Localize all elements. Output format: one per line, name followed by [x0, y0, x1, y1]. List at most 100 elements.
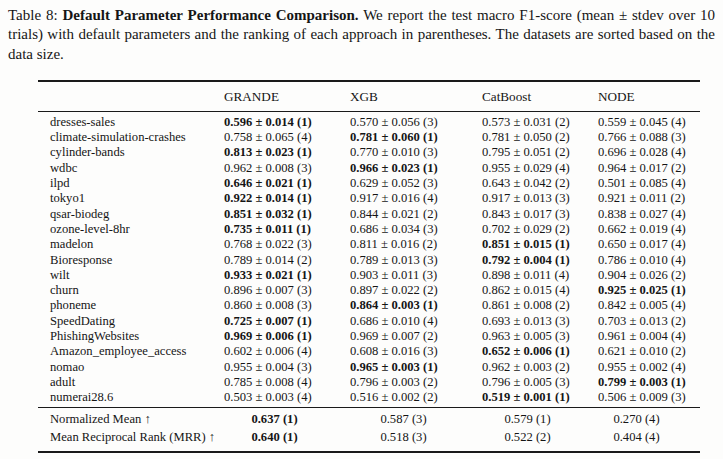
- cell-grande: 0.596 ± 0.014 (1): [224, 111, 350, 129]
- table-row: adult 0.785 ± 0.008 (4) 0.796 ± 0.003 (2…: [38, 374, 700, 389]
- cell-xgb: 0.917 ± 0.016 (4): [350, 191, 482, 206]
- cell-catboost: 0.792 ± 0.004 (1): [482, 252, 598, 267]
- table-row: madelon 0.768 ± 0.022 (3) 0.811 ± 0.016 …: [38, 237, 700, 252]
- table-body: dresses-sales 0.596 ± 0.014 (1) 0.570 ± …: [38, 111, 700, 408]
- dataset-name: nomao: [38, 359, 224, 374]
- cell-grande: 0.896 ± 0.007 (3): [224, 283, 350, 298]
- table-row: cylinder-bands 0.813 ± 0.023 (1) 0.770 ±…: [38, 145, 700, 160]
- cell-node: 0.904 ± 0.026 (2): [598, 267, 700, 282]
- cell-xgb: 0.897 ± 0.022 (2): [350, 283, 482, 298]
- cell-grande: 0.962 ± 0.008 (3): [224, 160, 350, 175]
- cell-node: 0.559 ± 0.045 (4): [598, 111, 700, 129]
- cell-catboost: 0.693 ± 0.013 (3): [482, 313, 598, 328]
- cell-node: 0.961 ± 0.004 (4): [598, 329, 700, 344]
- cell-node: 0.621 ± 0.010 (2): [598, 344, 700, 359]
- cell-catboost: 0.843 ± 0.017 (3): [482, 206, 598, 221]
- cell-grande: 0.640 (1): [224, 429, 350, 452]
- table-row: nomao 0.955 ± 0.004 (3) 0.965 ± 0.003 (1…: [38, 359, 700, 374]
- table-row: tokyo1 0.922 ± 0.014 (1) 0.917 ± 0.016 (…: [38, 191, 700, 206]
- table-caption: Table 8: Default Parameter Performance C…: [8, 6, 715, 64]
- table-row: PhishingWebsites 0.969 ± 0.006 (1) 0.969…: [38, 329, 700, 344]
- cell-grande: 0.735 ± 0.011 (1): [224, 221, 350, 236]
- cell-node: 0.964 ± 0.017 (2): [598, 160, 700, 175]
- cell-catboost: 0.917 ± 0.013 (3): [482, 191, 598, 206]
- cell-grande: 0.789 ± 0.014 (2): [224, 252, 350, 267]
- cell-catboost: 0.573 ± 0.031 (2): [482, 111, 598, 129]
- dataset-name: qsar-biodeg: [38, 206, 224, 221]
- dataset-name: PhishingWebsites: [38, 329, 224, 344]
- table-row: wilt 0.933 ± 0.021 (1) 0.903 ± 0.011 (3)…: [38, 267, 700, 282]
- table-row: dresses-sales 0.596 ± 0.014 (1) 0.570 ± …: [38, 111, 700, 129]
- dataset-name: Bioresponse: [38, 252, 224, 267]
- results-table: GRANDE XGB CatBoost NODE dresses-sales 0…: [38, 80, 700, 453]
- cell-catboost: 0.795 ± 0.051 (2): [482, 145, 598, 160]
- cell-node: 0.662 ± 0.019 (4): [598, 221, 700, 236]
- dataset-name: Mean Reciprocal Rank (MRR) ↑: [38, 429, 224, 452]
- cell-grande: 0.646 ± 0.021 (1): [224, 176, 350, 191]
- cell-grande: 0.602 ± 0.006 (4): [224, 344, 350, 359]
- cell-grande: 0.922 ± 0.014 (1): [224, 191, 350, 206]
- cell-xgb: 0.969 ± 0.007 (2): [350, 329, 482, 344]
- cell-catboost: 0.861 ± 0.008 (2): [482, 298, 598, 313]
- dataset-name: Normalized Mean ↑: [38, 408, 224, 429]
- table-row: churn 0.896 ± 0.007 (3) 0.897 ± 0.022 (2…: [38, 283, 700, 298]
- cell-node: 0.955 ± 0.002 (4): [598, 359, 700, 374]
- cell-catboost: 0.522 (2): [482, 429, 598, 452]
- cell-xgb: 0.587 (3): [350, 408, 482, 429]
- cell-xgb: 0.686 ± 0.034 (3): [350, 221, 482, 236]
- cell-xgb: 0.811 ± 0.016 (2): [350, 237, 482, 252]
- table-row: Normalized Mean ↑ 0.637 (1) 0.587 (3) 0.…: [38, 408, 700, 429]
- cell-xgb: 0.903 ± 0.011 (3): [350, 267, 482, 282]
- dataset-name: SpeedDating: [38, 313, 224, 328]
- results-table-wrap: GRANDE XGB CatBoost NODE dresses-sales 0…: [38, 80, 699, 453]
- cell-catboost: 0.962 ± 0.003 (2): [482, 359, 598, 374]
- column-header-node: NODE: [598, 81, 700, 112]
- table-header: GRANDE XGB CatBoost NODE: [38, 81, 700, 112]
- cell-grande: 0.955 ± 0.004 (3): [224, 359, 350, 374]
- cell-grande: 0.758 ± 0.065 (4): [224, 130, 350, 145]
- dataset-name: wdbc: [38, 160, 224, 175]
- dataset-name: dresses-sales: [38, 111, 224, 129]
- table-row: SpeedDating 0.725 ± 0.007 (1) 0.686 ± 0.…: [38, 313, 700, 328]
- table-row: ozone-level-8hr 0.735 ± 0.011 (1) 0.686 …: [38, 221, 700, 236]
- dataset-name: ozone-level-8hr: [38, 221, 224, 236]
- table-row: numerai28.6 0.503 ± 0.003 (4) 0.516 ± 0.…: [38, 390, 700, 408]
- cell-grande: 0.851 ± 0.032 (1): [224, 206, 350, 221]
- cell-xgb: 0.608 ± 0.016 (3): [350, 344, 482, 359]
- column-header-dataset: [38, 81, 224, 112]
- dataset-name: madelon: [38, 237, 224, 252]
- cell-node: 0.270 (4): [598, 408, 700, 429]
- cell-catboost: 0.796 ± 0.005 (3): [482, 374, 598, 389]
- cell-catboost: 0.955 ± 0.029 (4): [482, 160, 598, 175]
- cell-node: 0.404 (4): [598, 429, 700, 452]
- table-row: wdbc 0.962 ± 0.008 (3) 0.966 ± 0.023 (1)…: [38, 160, 700, 175]
- cell-xgb: 0.516 ± 0.002 (2): [350, 390, 482, 408]
- caption-prefix: Table 8:: [8, 7, 62, 23]
- cell-xgb: 0.781 ± 0.060 (1): [350, 130, 482, 145]
- cell-catboost: 0.862 ± 0.015 (4): [482, 283, 598, 298]
- caption-title: Default Parameter Performance Comparison…: [62, 7, 358, 23]
- cell-node: 0.799 ± 0.003 (1): [598, 374, 700, 389]
- cell-xgb: 0.796 ± 0.003 (2): [350, 374, 482, 389]
- cell-xgb: 0.770 ± 0.010 (3): [350, 145, 482, 160]
- dataset-name: ilpd: [38, 176, 224, 191]
- table-row: qsar-biodeg 0.851 ± 0.032 (1) 0.844 ± 0.…: [38, 206, 700, 221]
- cell-node: 0.696 ± 0.028 (4): [598, 145, 700, 160]
- cell-node: 0.921 ± 0.011 (2): [598, 191, 700, 206]
- cell-grande: 0.969 ± 0.006 (1): [224, 329, 350, 344]
- cell-node: 0.650 ± 0.017 (4): [598, 237, 700, 252]
- column-header-grande: GRANDE: [224, 81, 350, 112]
- cell-node: 0.842 ± 0.005 (4): [598, 298, 700, 313]
- cell-catboost: 0.898 ± 0.011 (4): [482, 267, 598, 282]
- cell-grande: 0.768 ± 0.022 (3): [224, 237, 350, 252]
- cell-grande: 0.813 ± 0.023 (1): [224, 145, 350, 160]
- table-row: climate-simulation-crashes 0.758 ± 0.065…: [38, 130, 700, 145]
- dataset-name: phoneme: [38, 298, 224, 313]
- table-row: Mean Reciprocal Rank (MRR) ↑ 0.640 (1) 0…: [38, 429, 700, 452]
- table-row: phoneme 0.860 ± 0.008 (3) 0.864 ± 0.003 …: [38, 298, 700, 313]
- cell-catboost: 0.579 (1): [482, 408, 598, 429]
- cell-grande: 0.933 ± 0.021 (1): [224, 267, 350, 282]
- cell-xgb: 0.629 ± 0.052 (3): [350, 176, 482, 191]
- dataset-name: numerai28.6: [38, 390, 224, 408]
- cell-grande: 0.860 ± 0.008 (3): [224, 298, 350, 313]
